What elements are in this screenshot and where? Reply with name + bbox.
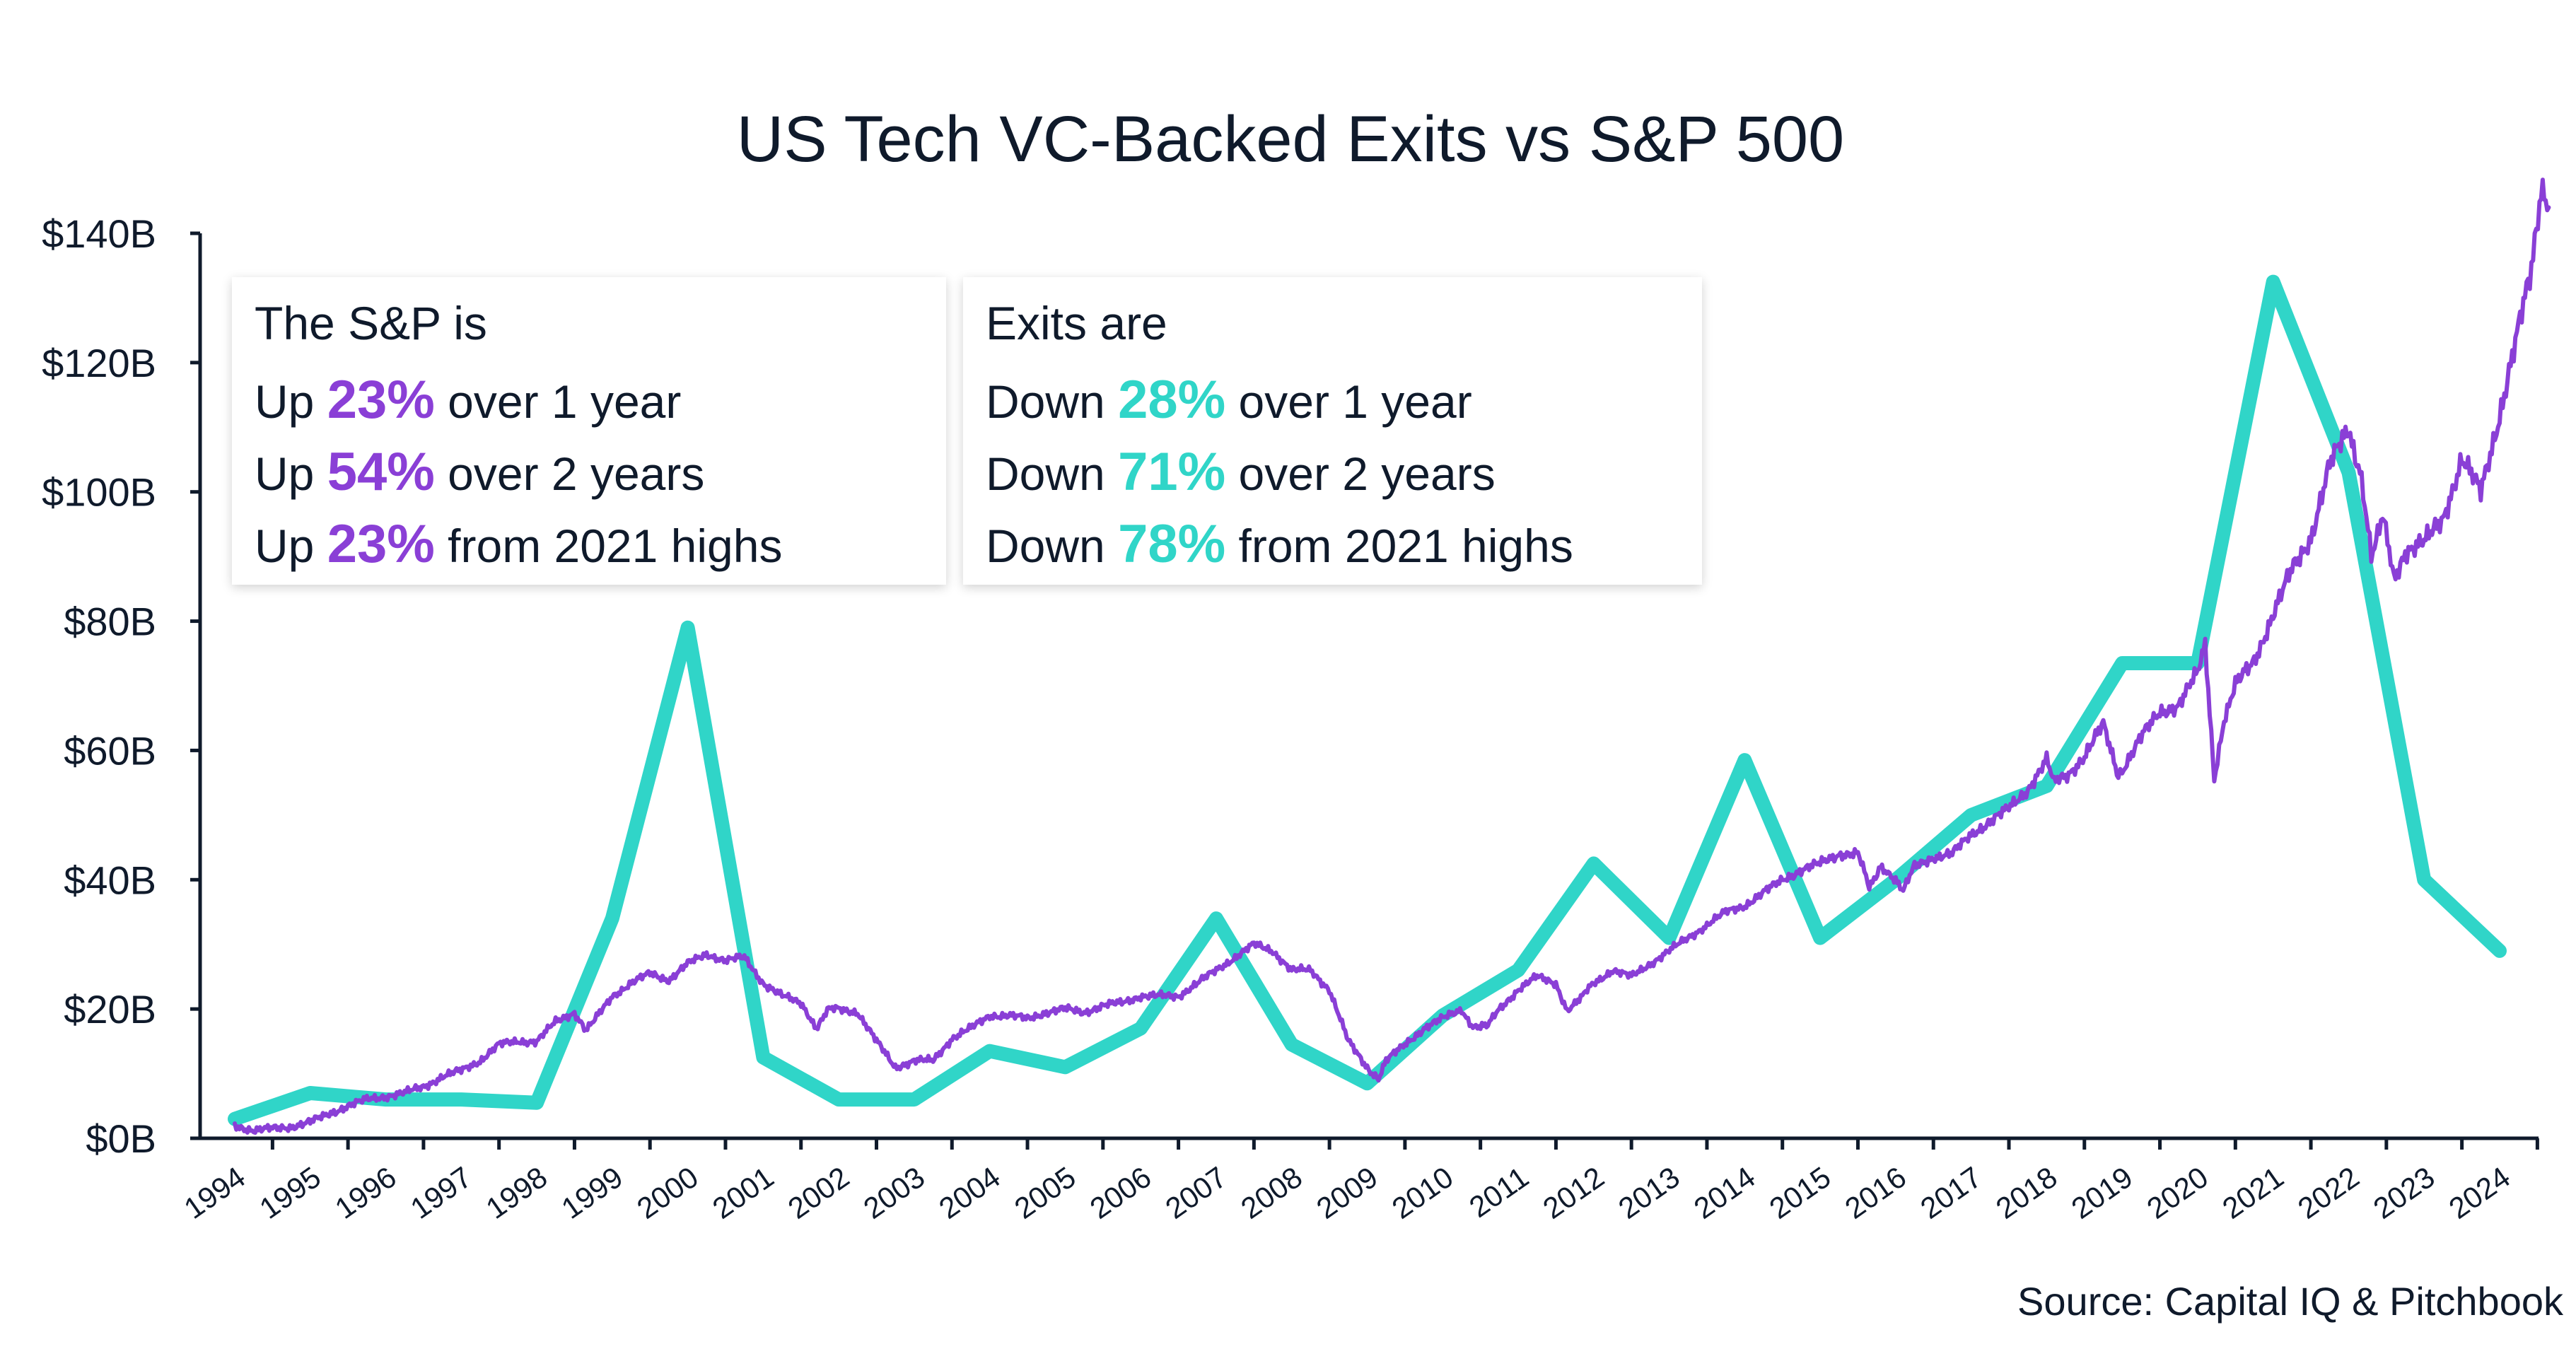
y-tick-label: $120B	[42, 341, 156, 385]
exits-box-title: Exits are	[986, 297, 1167, 349]
x-tick-label: 2023	[2367, 1160, 2440, 1225]
x-tick-label: 2019	[2065, 1160, 2138, 1225]
y-tick-label: $140B	[42, 211, 156, 256]
x-tick-label: 2015	[1764, 1160, 1836, 1225]
exits-stat-prefix: Down	[986, 375, 1119, 428]
x-tick-label: 1995	[253, 1160, 326, 1225]
exits-stat-prefix: Down	[986, 520, 1119, 572]
x-tick-label: 2016	[1839, 1160, 1912, 1225]
x-tick-label: 2000	[631, 1160, 704, 1225]
sp500-stat-value: 23%	[327, 370, 435, 430]
x-tick-label: 1994	[178, 1160, 251, 1225]
y-tick-label: $60B	[64, 728, 156, 773]
exits-stat-value: 78%	[1118, 514, 1226, 574]
sp500-stat-prefix: Up	[255, 375, 327, 428]
x-tick-label: 2002	[782, 1160, 855, 1225]
x-tick-label: 2014	[1688, 1160, 1761, 1225]
y-tick-label: $100B	[42, 470, 156, 515]
sp500-stats-box: The S&P is Up 23% over 1 year Up 54% ove…	[232, 277, 946, 585]
sp500-line	[233, 177, 2551, 1135]
x-tick-label: 2005	[1008, 1160, 1081, 1225]
exits-stat-2yr: Down 71% over 2 years	[986, 437, 1679, 509]
y-tick-label: $40B	[64, 858, 156, 902]
sp500-stat-1yr: Up 23% over 1 year	[255, 365, 923, 437]
x-tick-label: 1998	[480, 1160, 553, 1225]
sp500-stat-value: 54%	[327, 442, 435, 502]
x-tick-label: 2010	[1386, 1160, 1459, 1225]
x-tick-label: 2001	[706, 1160, 779, 1225]
x-tick-label: 2022	[2292, 1160, 2365, 1225]
sp500-stat-2yr: Up 54% over 2 years	[255, 437, 923, 509]
x-tick-label: 2012	[1537, 1160, 1609, 1225]
sp500-stat-prefix: Up	[255, 520, 327, 572]
series-layer	[228, 177, 2551, 1135]
x-tick-label: 2004	[933, 1160, 1006, 1225]
x-tick-label: 2013	[1612, 1160, 1685, 1225]
y-axis: $0B $20B $40B $60B $80B $100B $120B $140B	[42, 211, 202, 1161]
x-tick-label: 2007	[1160, 1160, 1232, 1225]
x-tick-label: 2003	[858, 1160, 931, 1225]
exits-stat-1yr: Down 28% over 1 year	[986, 365, 1679, 437]
exits-stat-suffix: from 2021 highs	[1225, 520, 1573, 572]
x-tick-label: 1999	[555, 1160, 628, 1225]
sp500-stat-value: 23%	[327, 514, 435, 574]
x-tick-label: 2021	[2216, 1160, 2289, 1225]
x-tick-label: 2011	[1463, 1160, 1534, 1224]
chart-title: US Tech VC-Backed Exits vs S&P 500	[737, 103, 1844, 175]
sp500-stat-suffix: over 1 year	[434, 375, 682, 428]
source-note: Source: Capital IQ & Pitchbook	[2017, 1279, 2564, 1324]
sp500-box-title: The S&P is	[255, 297, 487, 349]
x-tick-label: 1996	[329, 1160, 402, 1225]
sp500-stat-prefix: Up	[255, 448, 327, 500]
exits-stat-prefix: Down	[986, 448, 1119, 500]
x-tick-label: 2018	[1990, 1160, 2063, 1225]
y-tick-label: $0B	[86, 1116, 156, 1161]
exits-line	[228, 274, 2507, 1126]
exits-stat-from-high: Down 78% from 2021 highs	[986, 509, 1679, 581]
x-tick-label: 2017	[1914, 1160, 1987, 1225]
x-tick-label: 1997	[404, 1160, 477, 1225]
exits-stat-suffix: over 2 years	[1225, 448, 1496, 500]
exits-stat-value: 28%	[1118, 370, 1226, 430]
exits-stat-value: 71%	[1118, 442, 1226, 502]
x-tick-label: 2020	[2141, 1160, 2214, 1225]
exits-stat-suffix: over 1 year	[1225, 375, 1472, 428]
exits-stats-box: Exits are Down 28% over 1 year Down 71% …	[963, 277, 1702, 585]
x-tick-label: 2008	[1235, 1160, 1307, 1225]
sp500-stat-suffix: from 2021 highs	[434, 520, 783, 572]
x-tick-label: 2006	[1084, 1160, 1157, 1225]
sp500-stat-suffix: over 2 years	[434, 448, 705, 500]
sp500-stat-from-high: Up 23% from 2021 highs	[255, 509, 923, 581]
y-tick-label: $20B	[64, 987, 156, 1032]
x-axis: 1994 1995 1996 1997 1998 1999 2000 2001 2002 2003…	[178, 1136, 2539, 1225]
y-tick-label: $80B	[64, 600, 156, 644]
x-tick-label: 2024	[2443, 1160, 2516, 1225]
x-tick-label: 2009	[1310, 1160, 1383, 1225]
